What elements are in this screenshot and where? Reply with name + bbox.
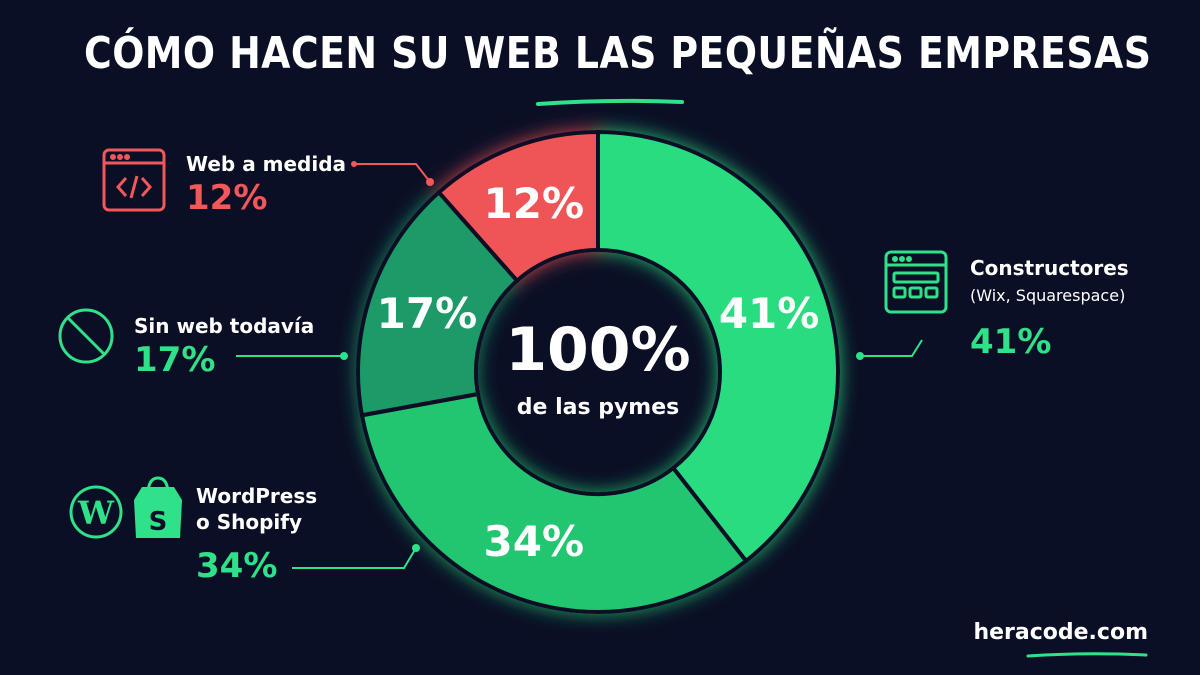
- slice-sin-web-todavia: [356, 189, 520, 418]
- donut-chart: [356, 129, 840, 614]
- title-underline: [536, 98, 684, 106]
- brand-underline: [1026, 652, 1148, 658]
- center-caption: de las pymes: [517, 395, 680, 420]
- legend-builders-name: Constructores: [970, 256, 1129, 280]
- legend-none-pct: 17%: [134, 340, 216, 380]
- legend-custom-pct: 12%: [186, 178, 268, 218]
- legend-wp-pct: 34%: [196, 546, 278, 586]
- svg-text:W: W: [77, 494, 115, 532]
- website-builder-icon: [884, 250, 948, 314]
- code-window-icon: [102, 148, 166, 212]
- slice-label-web-a-medida: 12%: [484, 179, 585, 228]
- wordpress-icon: W: [69, 485, 123, 539]
- slice-web-a-medida: [436, 129, 600, 284]
- connector-builders: [860, 339, 923, 357]
- legend-none-name: Sin web todavía: [134, 314, 315, 338]
- connector-custom: [354, 163, 431, 183]
- slice-label-wordpress-o-shopify: 34%: [484, 517, 585, 566]
- legend-builders-pct: 41%: [970, 322, 1052, 362]
- slice-label-sin-web-todavia: 17%: [377, 289, 478, 338]
- no-entry-icon: [58, 308, 114, 364]
- svg-text:S: S: [149, 507, 168, 537]
- brand-link[interactable]: heracode.com: [973, 620, 1148, 645]
- legend-wp-name-2: o Shopify: [196, 510, 302, 534]
- connector-wp: [292, 547, 417, 569]
- center-value: 100%: [505, 315, 690, 385]
- legend-wp-name-1: WordPress: [196, 484, 318, 508]
- slice-wordpress-o-shopify: [359, 391, 749, 614]
- legend-custom-name: Web a medida: [186, 152, 347, 176]
- legend-builders-detail: (Wix, Squarespace): [970, 286, 1126, 305]
- shopify-icon: S: [134, 476, 182, 538]
- slice-labels: 41% 34% 17% 12%: [377, 179, 820, 566]
- page-title: CÓMO HACEN SU WEB LAS PEQUEÑAS EMPRESAS: [84, 28, 1152, 79]
- slice-constructores: [596, 129, 840, 564]
- slice-label-constructores: 41%: [719, 289, 820, 338]
